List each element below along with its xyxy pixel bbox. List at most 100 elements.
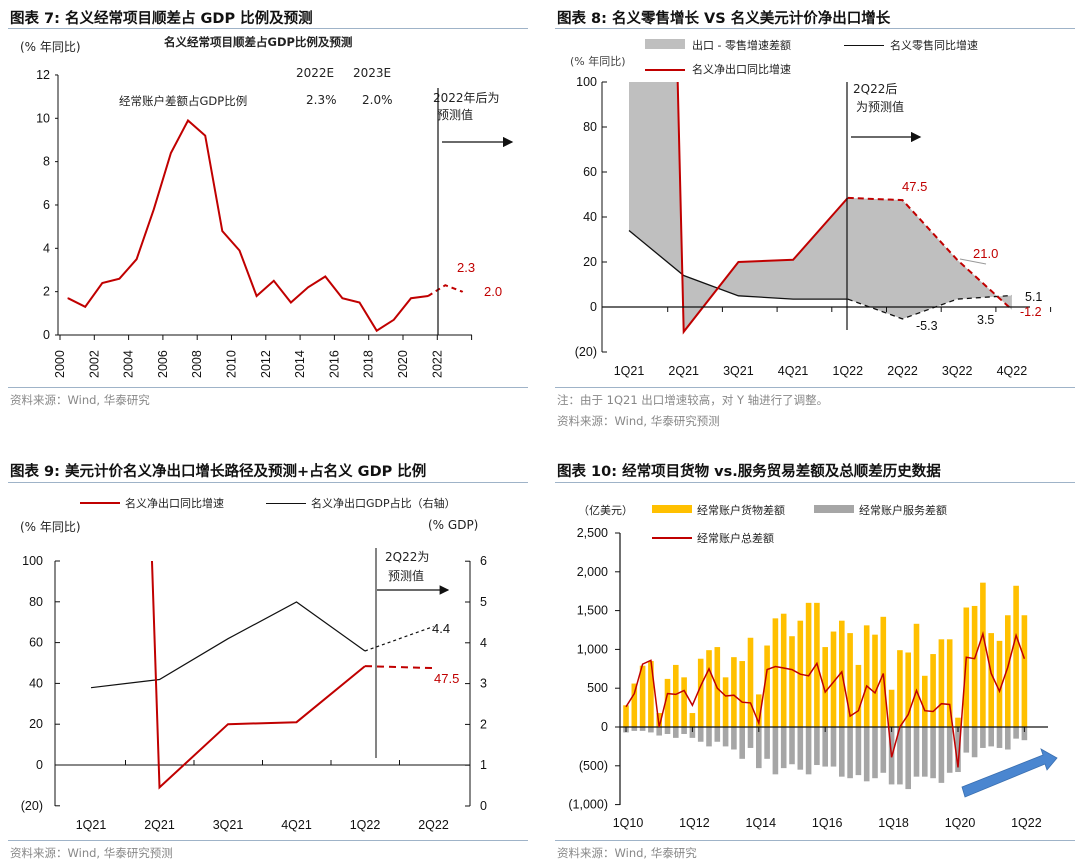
fig9-forecast-note-1: 2Q22为 [385, 550, 430, 564]
fig8-x-tick-label: 4Q21 [778, 364, 809, 378]
fig10-goods-bar [930, 654, 936, 727]
fig10-goods-bar [905, 652, 911, 727]
fig10-y-tick-label: 0 [601, 720, 608, 734]
fig7-data-point [136, 258, 138, 260]
fig10-goods-bar [756, 694, 762, 727]
fig7-table-h1: 2022E [296, 66, 335, 80]
fig10-services-bar [955, 727, 961, 773]
fig10-y-tick-label: 1,000 [577, 642, 608, 656]
fig9-y-tick-label-left: 40 [29, 676, 43, 690]
fig10-goods-bar [780, 613, 787, 727]
fig10-goods-bar [731, 657, 737, 727]
fig7-data-point [101, 282, 103, 284]
fig10-goods-bar [664, 678, 671, 727]
fig10-goods-bar [1021, 615, 1028, 727]
fig8-source-rule [555, 387, 1075, 388]
fig7-data-point [67, 297, 69, 299]
fig7-x-tick-label: 2020 [396, 350, 410, 378]
fig10-services-bar [814, 727, 820, 766]
fig9-source-rule [8, 840, 528, 841]
fig8-legend-swatch-netexport [645, 69, 685, 71]
fig9-title-rule [8, 482, 528, 483]
fig10-title-rule [555, 482, 1075, 483]
fig10-services-bar [988, 727, 994, 747]
fig7-x-tick-label: 2014 [293, 350, 307, 378]
fig9-y-tick-label-left: 80 [29, 595, 43, 609]
fig7-y-tick-label: 8 [43, 155, 50, 169]
fig9-plot-area [90, 561, 434, 790]
fig7-x-tick-label: 2000 [53, 350, 67, 378]
fig10-goods-bar [1013, 585, 1019, 727]
fig10-services-bar [839, 727, 845, 777]
fig9-y-tick-label-left: 0 [36, 758, 43, 772]
fig10-goods-bar [922, 675, 928, 727]
fig10-goods-bar [955, 717, 961, 727]
fig10-x-tick-label: 1Q14 [746, 816, 777, 830]
fig10-x-tick-label: 1Q10 [613, 816, 644, 830]
fig9-source: 资料来源：Wind, 华泰研究预测 [10, 846, 173, 860]
fig7-data-point [307, 286, 309, 288]
fig7-x-tick-label: 2010 [225, 350, 239, 378]
fig7-data-point [324, 275, 326, 278]
fig10-goods-bar [789, 636, 795, 727]
fig10-services-bar [847, 727, 853, 779]
fig10-goods-bar [913, 623, 920, 727]
fig9-label-gdp-2q22: 4.4 [432, 621, 450, 636]
fig7-y-tick-label: 2 [43, 285, 50, 299]
fig7-data-point [238, 249, 241, 252]
fig8-y-tick-label: 0 [590, 300, 597, 314]
fig7-data-point [410, 297, 412, 299]
fig8-x-tick-label: 2Q21 [668, 364, 699, 378]
fig9-x-tick-label: 3Q21 [213, 818, 244, 832]
fig9-x-tick-label: 1Q21 [76, 818, 107, 832]
fig10-goods-bar [888, 689, 895, 727]
fig9-title: 图表 9: 美元计价名义净出口增长路径及预测+占名义 GDP 比例 [10, 464, 427, 480]
fig9-y-tick-label-left: 60 [29, 636, 43, 650]
fig7-data-point [221, 230, 223, 232]
fig10-services-bar [681, 727, 687, 734]
fig7-x-tick-label: 2006 [156, 350, 170, 378]
fig9-y-tick-label-left: 20 [29, 717, 43, 731]
fig8-label-2q22-retail: -5.3 [916, 319, 938, 333]
fig10-goods-bar [722, 677, 729, 727]
fig8-netexport-line [676, 82, 849, 335]
fig10-y-tick-label: (500) [579, 759, 608, 773]
fig8-netexport-forecast-line [847, 196, 1013, 311]
fig8-x-tick-label: 3Q22 [942, 364, 973, 378]
fig10-goods-bar [764, 645, 770, 727]
fig10-goods-bar [656, 713, 662, 727]
fig8-x-tick-label: 3Q21 [723, 364, 754, 378]
fig10-services-bar [1021, 727, 1028, 741]
fig7-data-point [273, 280, 275, 282]
fig8-x-tick-label: 4Q22 [997, 364, 1028, 378]
fig8-y-tick-label: (20) [575, 345, 597, 359]
fig8-y-tick-label: 40 [583, 210, 597, 224]
fig10-services-bar [697, 727, 704, 742]
fig7-chart-title: 名义经常项目顺差占GDP比例及预测 [164, 35, 353, 49]
fig8-y-tick-label: 100 [576, 75, 597, 89]
fig7-data-point [290, 301, 292, 304]
fig10-legend-goods: 经常账户货物差额 [697, 504, 785, 517]
fig10-goods-bar [681, 677, 687, 727]
fig10-services-bar [822, 727, 828, 767]
fig10-services-bar [772, 727, 779, 775]
fig7-data-point [376, 330, 378, 332]
fig10-goods-bar [897, 650, 903, 727]
fig10-services-bar [971, 727, 978, 758]
fig10-services-bar [673, 727, 679, 738]
fig10-goods-bar [772, 618, 779, 727]
fig10-services-bar [880, 727, 887, 773]
fig10-legend-swatch-total [652, 537, 692, 539]
fig8-forecast-note-2: 为预测值 [856, 100, 905, 114]
fig7-forecast-line [427, 284, 463, 297]
fig7-forecast-note-2: 预测值 [437, 108, 474, 122]
fig10-y-tick-label: 500 [587, 681, 608, 695]
fig10-goods-bar [847, 633, 853, 727]
fig10-y-tick-label: (1,000) [568, 798, 608, 812]
fig10-services-bar [714, 727, 721, 742]
fig7-title: 图表 7: 名义经常项目顺差占 GDP 比例及预测 [10, 11, 313, 27]
fig9-y-tick-label-right: 1 [480, 758, 487, 772]
fig7-table-h2: 2023E [353, 66, 392, 80]
fig10-services-bar [789, 727, 795, 765]
fig10-goods-bar [880, 616, 887, 727]
